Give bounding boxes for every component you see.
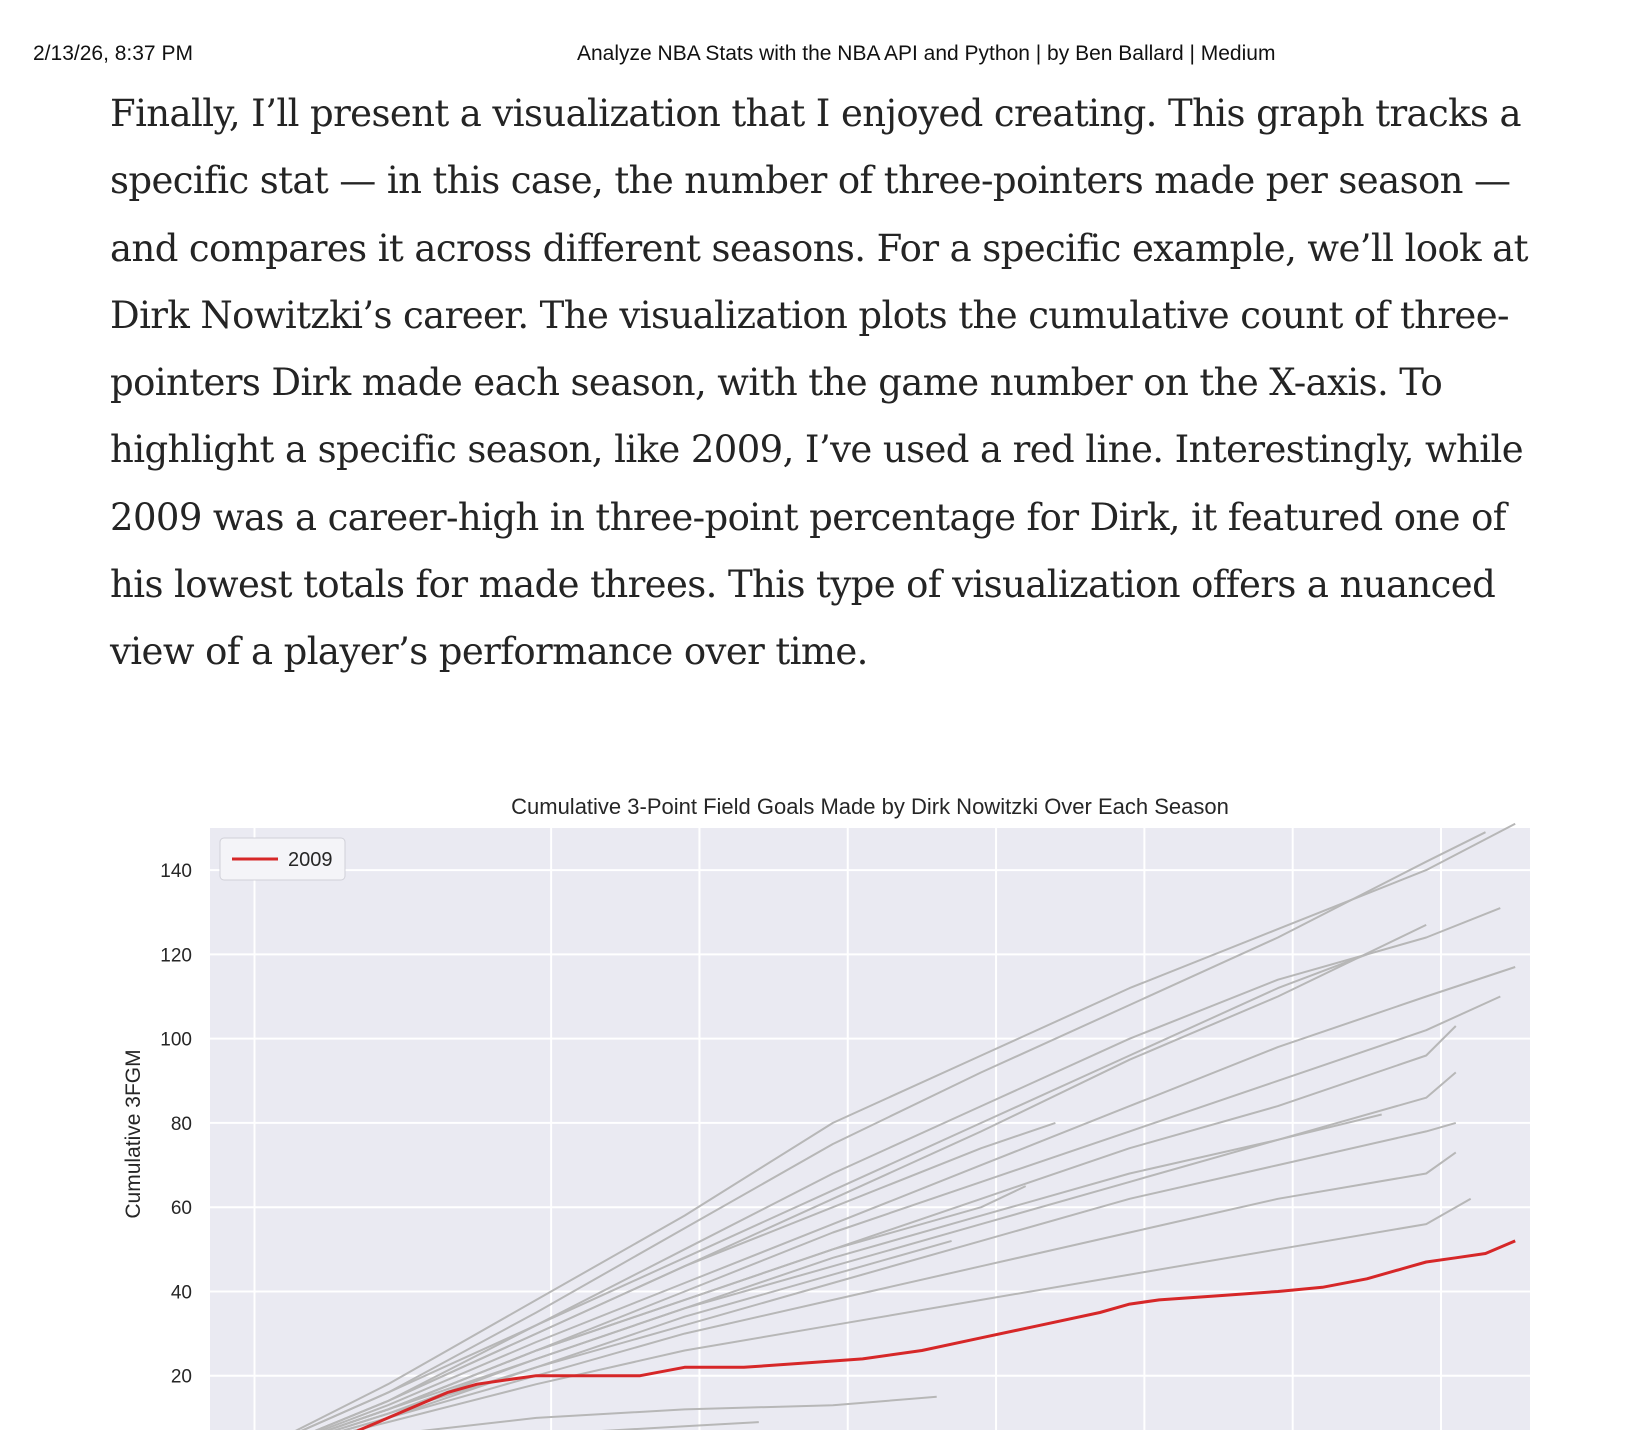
plot-area [210,828,1530,1430]
legend-label-2009: 2009 [288,849,333,871]
article-body: Finally, I’ll present a visualization th… [110,80,1550,686]
season-line [601,1421,759,1430]
season-line [314,1121,1056,1430]
y-tick-label: 20 [171,1367,192,1388]
y-tick-label: 80 [171,1114,192,1135]
chart-legend: 2009 [219,837,346,881]
y-tick-label: 40 [171,1282,192,1303]
season-line [341,1239,952,1430]
season-line [420,1395,937,1430]
season-line [300,831,1486,1430]
y-tick-label: 140 [160,861,192,882]
season-line [319,966,1516,1430]
y-tick-label: 60 [171,1198,192,1219]
chart-figure: 20 40 60 80 100 120 140 Cumulative 3-Point Fie… [0,760,1632,1430]
y-tick-label: 100 [160,1030,192,1051]
y-axis-label: Cumulative 3FGM [122,1049,145,1218]
legend-box [219,837,346,881]
season-line [314,907,1501,1430]
season-line [352,1197,1472,1430]
y-tick-labels: 20 40 60 80 100 120 140 [160,861,192,1388]
season-line-2009 [356,1239,1516,1430]
print-datetime: 2/13/26, 8:37 PM [33,42,193,65]
series-lines [295,822,1516,1430]
chart-svg: 20 40 60 80 100 120 140 Cumulative 3-Point Fie… [122,794,1530,1430]
season-line [325,1185,1027,1430]
print-page-title: Analyze NBA Stats with the NBA API and P… [577,42,1276,65]
season-line [300,953,1368,1430]
season-line [325,1071,1457,1430]
article-paragraph: Finally, I’ll present a visualization th… [110,92,1528,674]
y-tick-label: 120 [160,945,192,966]
chart-title: Cumulative 3-Point Field Goals Made by D… [511,794,1229,819]
print-header: 2/13/26, 8:37 PM Analyze NBA Stats with … [0,0,1632,90]
season-line [341,1151,1457,1430]
season-line [332,1121,1457,1430]
